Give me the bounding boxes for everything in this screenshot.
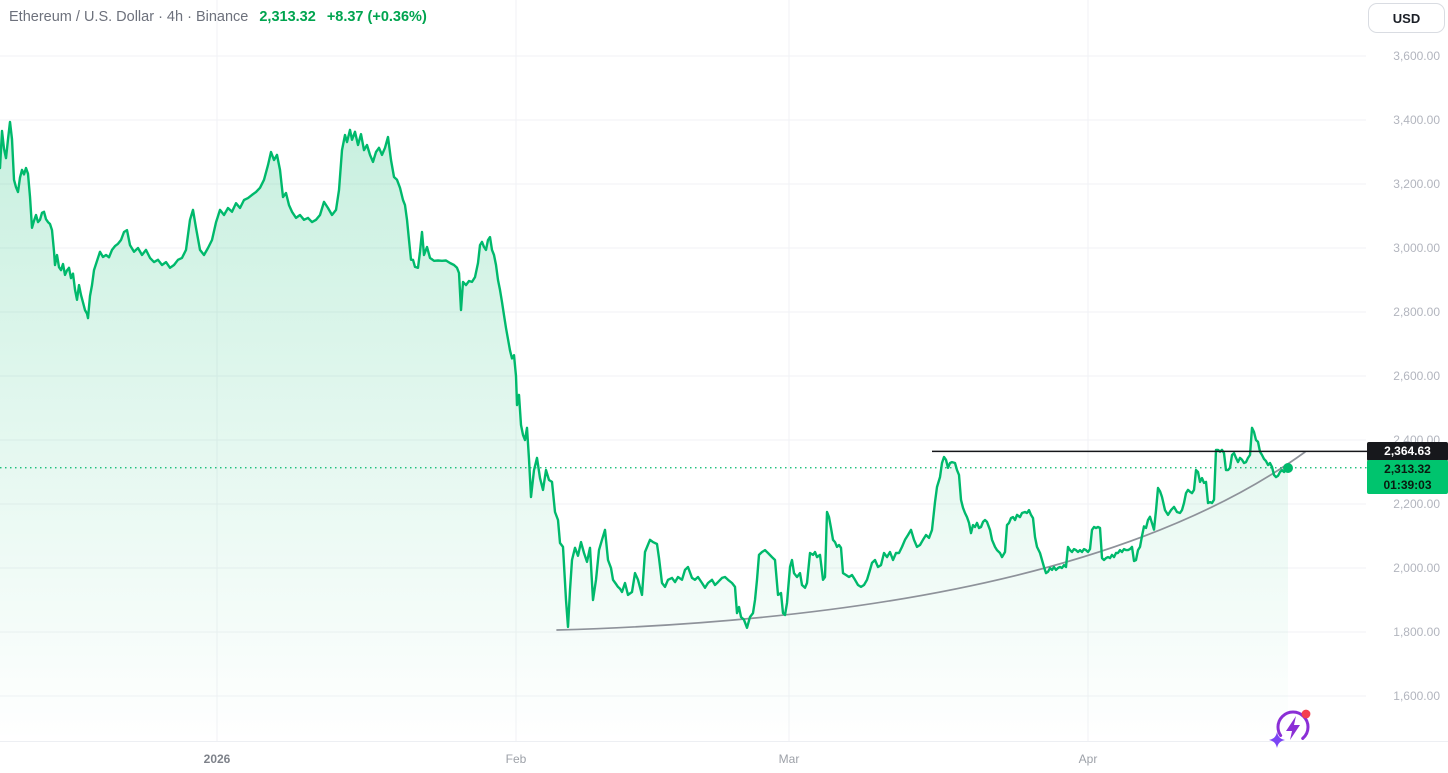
- price-tick-label: 3,000.00: [1393, 240, 1440, 255]
- price-tick-label: 2,800.00: [1393, 304, 1440, 319]
- time-tick-label-feb: Feb: [505, 752, 527, 766]
- logo-lightning-icon: [1286, 716, 1300, 740]
- price-line-series: [0, 120, 1290, 629]
- logo-ring: [1276, 710, 1310, 744]
- time-axis-divider: [0, 741, 1448, 742]
- symbol-header: Ethereum / U.S. Dollar · 4h · Binance 2,…: [9, 9, 427, 25]
- price-tick-label: 3,400.00: [1393, 112, 1440, 127]
- price-tick-label: 3,600.00: [1393, 48, 1440, 63]
- current-price-badge: 2,313.32 01:39:03: [1367, 459, 1448, 494]
- price-tick-label: 1,600.00: [1393, 688, 1440, 703]
- time-tick-label-2026: 2026: [203, 752, 231, 766]
- time-tick-label-apr: Apr: [1078, 752, 1098, 766]
- logo-red-dot: [1301, 709, 1311, 719]
- price-tick-label: 1,800.00: [1393, 624, 1440, 639]
- horizontal-line-price-label[interactable]: 2,364.63: [1367, 441, 1448, 461]
- currency-toggle-label: USD: [1392, 10, 1421, 26]
- last-price: 2,313.32: [259, 9, 316, 25]
- logo-sparkle-icon: [1269, 732, 1285, 748]
- brand-logo-icon: [1269, 709, 1311, 748]
- price-change: +8.37 (+0.36%): [326, 9, 427, 25]
- currency-toggle-button[interactable]: USD: [1368, 3, 1445, 33]
- bar-countdown: 01:39:03: [1383, 477, 1432, 492]
- last-price-marker: [1283, 463, 1293, 473]
- price-tick-label: 2,200.00: [1393, 496, 1440, 511]
- trendline[interactable]: [556, 451, 1306, 631]
- time-tick-label-mar: Mar: [778, 752, 800, 766]
- price-tick-label: 3,200.00: [1393, 176, 1440, 191]
- price-tick-label: 2,000.00: [1393, 560, 1440, 575]
- symbol-title[interactable]: Ethereum / U.S. Dollar · 4h · Binance: [9, 9, 249, 25]
- current-price-value: 2,313.32: [1384, 461, 1431, 476]
- price-tick-label: 2,600.00: [1393, 368, 1440, 383]
